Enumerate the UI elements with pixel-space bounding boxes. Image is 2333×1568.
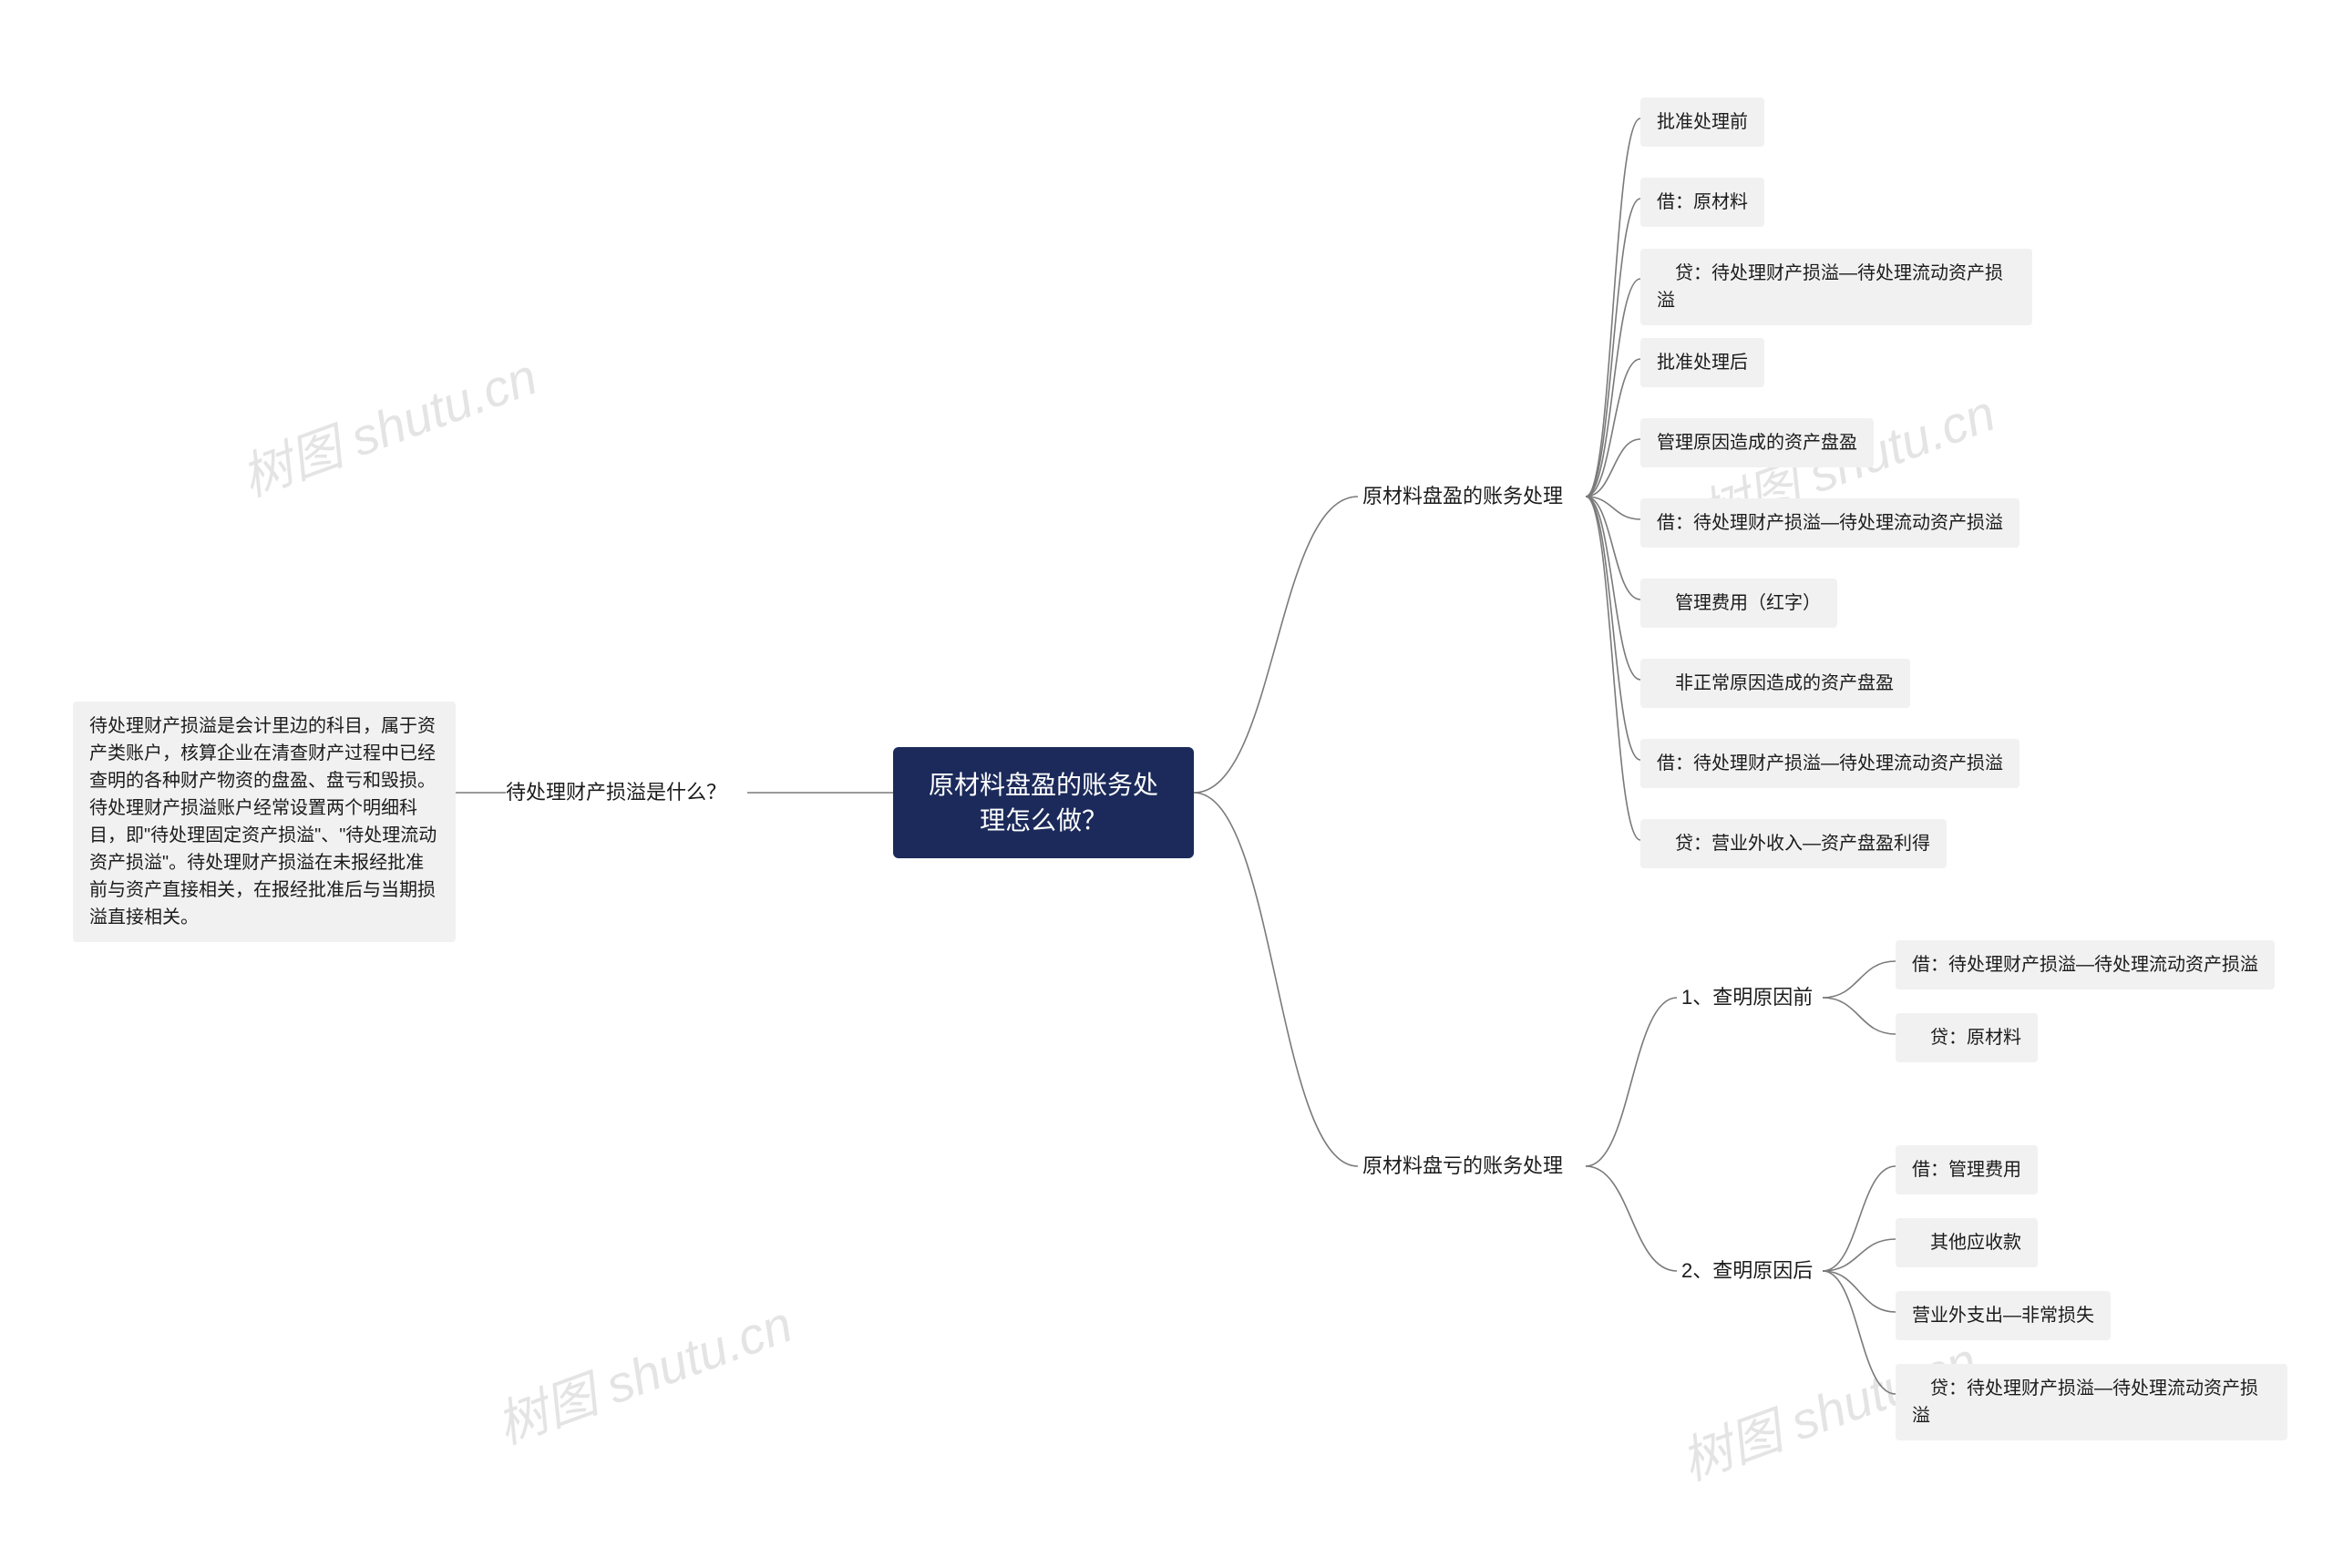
leaf-surplus-6: 借：待处理财产损溢—待处理流动资产损溢	[1640, 498, 2020, 548]
sub-after-cause[interactable]: 2、查明原因后	[1681, 1257, 1813, 1286]
leaf-surplus-4: 批准处理后	[1640, 338, 1764, 387]
leaf-surplus-7: 管理费用（红字）	[1640, 579, 1837, 628]
leaf-surplus-2: 借：原材料	[1640, 178, 1764, 227]
branch-left[interactable]: 待处理财产损溢是什么？	[506, 779, 726, 807]
mindmap-canvas: 树图 shutu.cn 树图 shutu.cn 树图 shutu.cn 树图 s…	[0, 0, 2333, 1568]
sub-before-cause[interactable]: 1、查明原因前	[1681, 984, 1813, 1012]
leaf-left-description: 待处理财产损溢是会计里边的科目，属于资产类账户，核算企业在清查财产过程中已经查明…	[73, 702, 456, 942]
leaf-surplus-1: 批准处理前	[1640, 97, 1764, 147]
branch-surplus[interactable]: 原材料盘盈的账务处理	[1362, 483, 1563, 511]
leaf-after-2: 其他应收款	[1896, 1218, 2038, 1267]
watermark: 树图 shutu.cn	[485, 1284, 801, 1459]
leaf-surplus-5: 管理原因造成的资产盘盈	[1640, 418, 1874, 467]
root-node[interactable]: 原材料盘盈的账务处理怎么做？	[893, 747, 1194, 858]
leaf-surplus-8: 非正常原因造成的资产盘盈	[1640, 659, 1910, 708]
leaf-before-2: 贷：原材料	[1896, 1013, 2038, 1062]
branch-shortage[interactable]: 原材料盘亏的账务处理	[1362, 1153, 1563, 1181]
leaf-after-3: 营业外支出—非常损失	[1896, 1291, 2111, 1340]
leaf-after-1: 借：管理费用	[1896, 1145, 2038, 1194]
leaf-surplus-9: 借：待处理财产损溢—待处理流动资产损溢	[1640, 739, 2020, 788]
watermark: 树图 shutu.cn	[230, 336, 546, 511]
leaf-after-4: 贷：待处理财产损溢—待处理流动资产损溢	[1896, 1364, 2287, 1440]
leaf-before-1: 借：待处理财产损溢—待处理流动资产损溢	[1896, 940, 2275, 989]
leaf-surplus-10: 贷：营业外收入—资产盘盈利得	[1640, 819, 1947, 868]
leaf-surplus-3: 贷：待处理财产损溢—待处理流动资产损溢	[1640, 249, 2032, 325]
